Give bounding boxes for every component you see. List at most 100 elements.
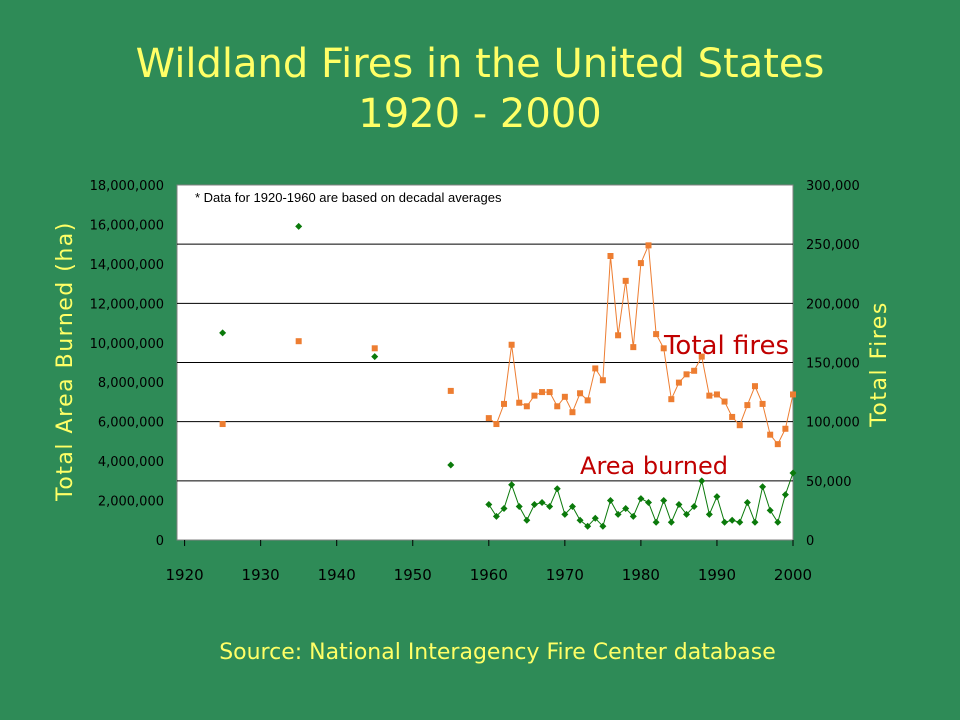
left-tick-label: 10,000,000 [90, 337, 164, 352]
area-burned-point [751, 518, 759, 526]
total-fires-point [577, 390, 584, 397]
left-tick-label: 4,000,000 [98, 455, 164, 470]
total-fires-point [622, 277, 629, 284]
total-fires-point [523, 403, 530, 410]
area-burned-point [295, 222, 303, 230]
area-burned-point [721, 518, 729, 526]
total-fires-point [630, 344, 637, 351]
x-tick-label: 2000 [774, 566, 812, 584]
area-burned-point [568, 502, 576, 510]
area-burned-point [766, 506, 774, 514]
area-burned-point [698, 477, 706, 485]
total-fires-point [554, 403, 561, 410]
total-fires-point [561, 393, 568, 400]
total-fires-point [447, 387, 454, 394]
right-tick-label: 300,000 [806, 179, 860, 194]
total-fires-point [774, 441, 781, 448]
total-fires-point [584, 397, 591, 404]
area-burned-point [538, 499, 546, 507]
total-fires-point [782, 425, 789, 432]
x-tick-label: 1930 [242, 566, 280, 584]
area-burned-point [523, 516, 531, 524]
total-fires-point [569, 409, 576, 416]
left-tick-label: 18,000,000 [90, 179, 164, 194]
total-fires-point [599, 377, 606, 384]
total-fires-point [721, 398, 728, 405]
total-fires-point [759, 400, 766, 407]
total-fires-point [767, 431, 774, 438]
area-burned-point [447, 461, 455, 469]
right-axis-title: Total Fires [867, 301, 892, 428]
grid-lines [177, 243, 793, 482]
area-burned-point [637, 495, 645, 503]
total-fires-point [501, 400, 508, 407]
total-fires-point [295, 338, 302, 345]
x-tick-label: 1970 [546, 566, 584, 584]
total-fires-point [485, 415, 492, 422]
total-fires-point [675, 379, 682, 386]
area-burned-point [591, 514, 599, 522]
left-tick-label: 0 [156, 534, 164, 549]
x-tick-label: 1990 [698, 566, 736, 584]
area-burned-point [683, 510, 691, 518]
area-burned-point [660, 497, 668, 505]
area-burned-point [492, 512, 500, 520]
area-burned-point [371, 353, 379, 361]
left-y-axis: 0 2,000,000 4,000,000 6,000,000 8,000,000 10,… [90, 179, 164, 549]
area-burned-point [736, 518, 744, 526]
area-burned-point [500, 504, 508, 512]
x-tick-label: 1940 [318, 566, 356, 584]
area-burned-point [546, 502, 554, 510]
area-burned-point [629, 512, 637, 520]
total-fires-point [516, 399, 523, 406]
total-fires-point [637, 260, 644, 267]
total-fires-point [493, 421, 500, 428]
left-tick-label: 12,000,000 [90, 297, 164, 312]
area-burned-point [713, 493, 721, 501]
area-burned-point [652, 518, 660, 526]
slide-subtitle-years: 1920 - 2000 [358, 91, 602, 137]
area-burned-point [561, 510, 569, 518]
total-fires-point [615, 332, 622, 339]
total-fires-point [729, 413, 736, 420]
total-fires-point [371, 345, 378, 352]
area-burned-point [515, 502, 523, 510]
area-burned-point [781, 491, 789, 499]
area-burned-point [553, 485, 561, 493]
area-burned-point [485, 501, 493, 508]
area-burned-point [675, 501, 683, 508]
area-burned-point [530, 501, 538, 508]
area-burned-point [219, 329, 227, 337]
right-tick-label: 200,000 [806, 297, 860, 312]
area-burned-point [728, 516, 736, 524]
area-burned-point [622, 504, 630, 512]
area-burned-point [599, 522, 607, 530]
x-tick-label: 1980 [622, 566, 660, 584]
total-fires-point [219, 421, 226, 428]
total-fires-point [736, 422, 743, 429]
total-fires-point [607, 253, 614, 259]
total-fires-point [713, 391, 720, 398]
left-axis-title: Total Area Burned (ha) [53, 221, 78, 502]
area-burned-point [789, 469, 797, 477]
total-fires-point [546, 389, 553, 396]
right-tick-label: 0 [806, 534, 814, 549]
series-layer [219, 222, 797, 530]
x-tick-label: 1960 [470, 566, 508, 584]
x-axis: 1920 1930 1940 1950 1960 1970 1980 1990 2000 [166, 540, 812, 584]
right-tick-label: 150,000 [806, 357, 860, 372]
area-burned-point [743, 499, 751, 507]
area-burned-point [576, 516, 584, 524]
total-fires-point [683, 371, 690, 378]
total-fires-point [706, 392, 713, 399]
left-tick-label: 14,000,000 [90, 258, 164, 273]
total-fires-point [592, 365, 599, 372]
right-tick-label: 50,000 [806, 475, 852, 490]
x-tick-label: 1920 [166, 566, 204, 584]
total-fires-point [645, 242, 652, 249]
area-burned-point [759, 483, 767, 491]
total-fires-point [531, 392, 538, 399]
x-tick-label: 1950 [394, 566, 432, 584]
total-fires-point [653, 331, 660, 338]
